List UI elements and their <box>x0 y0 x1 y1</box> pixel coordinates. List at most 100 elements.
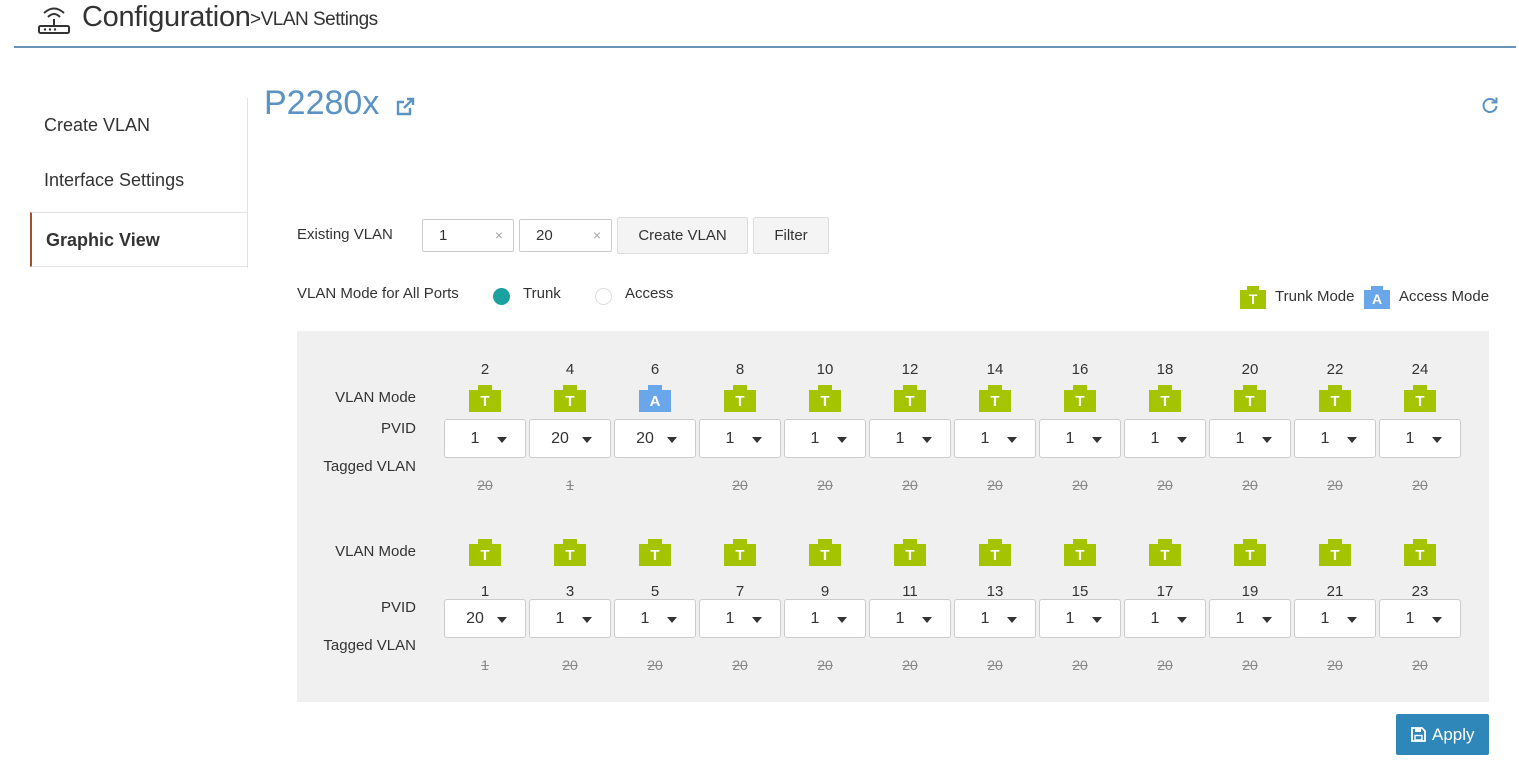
sidebar-item-create-vlan[interactable]: Create VLAN <box>44 115 151 135</box>
pvid-select[interactable]: 1 <box>869 419 951 458</box>
pvid-select[interactable]: 1 <box>784 419 866 458</box>
trunk-port-icon[interactable]: T <box>1319 539 1351 566</box>
pvid-select[interactable]: 1 <box>954 599 1036 638</box>
caret-down-icon <box>582 617 592 623</box>
port-number: 18 <box>1156 361 1174 378</box>
pvid-value: 1 <box>810 610 820 627</box>
access-port-icon[interactable]: A <box>639 385 671 412</box>
svg-text:T: T <box>1415 547 1424 564</box>
trunk-port-icon[interactable]: T <box>894 385 926 412</box>
access-radio[interactable] <box>595 288 612 305</box>
port-number: 20 <box>1241 361 1259 378</box>
trunk-port-icon[interactable]: T <box>469 385 501 412</box>
filter-button[interactable]: Filter <box>753 217 829 254</box>
port-number: 14 <box>986 361 1004 378</box>
apply-button[interactable]: Apply <box>1396 714 1489 755</box>
vlan-tag-input[interactable]: 20 × <box>519 219 612 252</box>
pvid-select[interactable]: 1 <box>699 599 781 638</box>
trunk-port-icon[interactable]: T <box>639 539 671 566</box>
pvid-value: 20 <box>466 610 484 627</box>
caret-down-icon <box>1262 437 1272 443</box>
svg-text:T: T <box>480 547 489 564</box>
pvid-select[interactable]: 1 <box>1039 419 1121 458</box>
trunk-port-icon[interactable]: T <box>1234 385 1266 412</box>
row-label-tagged-vlan: Tagged VLAN <box>323 637 416 654</box>
pvid-select[interactable]: 20 <box>444 599 526 638</box>
pvid-select[interactable]: 1 <box>1379 599 1461 638</box>
trunk-radio-label[interactable]: Trunk <box>523 285 561 302</box>
trunk-port-icon[interactable]: T <box>554 539 586 566</box>
vlan-tag-input[interactable]: 1 × <box>422 219 514 252</box>
pvid-select[interactable]: 1 <box>699 419 781 458</box>
pvid-select[interactable]: 1 <box>869 599 951 638</box>
trunk-port-icon[interactable]: T <box>1234 539 1266 566</box>
trunk-port-icon[interactable]: T <box>1404 539 1436 566</box>
trunk-mode-icon: T <box>1240 286 1266 309</box>
clear-icon[interactable]: × <box>494 227 503 243</box>
pvid-select[interactable]: 1 <box>529 599 611 638</box>
row-label-pvid: PVID <box>380 599 416 616</box>
trunk-port-icon[interactable]: T <box>1149 539 1181 566</box>
breadcrumb: >VLAN Settings <box>250 9 378 30</box>
pvid-select[interactable]: 1 <box>1039 599 1121 638</box>
tagged-vlan: 20 <box>1327 477 1343 493</box>
pvid-select[interactable]: 1 <box>444 419 526 458</box>
trunk-port-icon[interactable]: T <box>469 539 501 566</box>
caret-down-icon <box>752 617 762 623</box>
pvid-select[interactable]: 1 <box>1209 419 1291 458</box>
pvid-value: 1 <box>725 610 735 627</box>
pvid-select[interactable]: 1 <box>1124 419 1206 458</box>
caret-down-icon <box>752 437 762 443</box>
trunk-port-icon[interactable]: T <box>979 539 1011 566</box>
port-number: 16 <box>1071 361 1089 378</box>
external-link-icon[interactable] <box>394 96 416 118</box>
trunk-port-icon[interactable]: T <box>894 539 926 566</box>
pvid-select[interactable]: 1 <box>1379 419 1461 458</box>
port-number: 11 <box>902 583 918 600</box>
port-number: 12 <box>901 361 919 378</box>
trunk-port-icon[interactable]: T <box>724 385 756 412</box>
pvid-select[interactable]: 20 <box>614 419 696 458</box>
trunk-port-icon[interactable]: T <box>1064 385 1096 412</box>
port-number: 6 <box>650 361 660 378</box>
trunk-port-icon[interactable]: T <box>1064 539 1096 566</box>
caret-down-icon <box>837 437 847 443</box>
caret-down-icon <box>1007 437 1017 443</box>
caret-down-icon <box>837 617 847 623</box>
sidebar-item-interface-settings[interactable]: Interface Settings <box>44 170 185 190</box>
pvid-value: 1 <box>1320 430 1330 447</box>
svg-text:T: T <box>990 393 999 410</box>
caret-down-icon <box>1432 617 1442 623</box>
pvid-select[interactable]: 1 <box>784 599 866 638</box>
tagged-vlan: 20 <box>987 657 1003 673</box>
pvid-select[interactable]: 1 <box>1124 599 1206 638</box>
tagged-vlan: 1 <box>566 477 574 493</box>
pvid-select[interactable]: 1 <box>954 419 1036 458</box>
pvid-value: 1 <box>555 610 565 627</box>
trunk-port-icon[interactable]: T <box>809 385 841 412</box>
pvid-select[interactable]: 1 <box>1209 599 1291 638</box>
pvid-value: 1 <box>1150 610 1160 627</box>
pvid-select[interactable]: 1 <box>614 599 696 638</box>
sidebar-item-graphic-view[interactable]: Graphic View <box>30 212 248 267</box>
caret-down-icon <box>582 437 592 443</box>
access-radio-label[interactable]: Access <box>625 285 674 302</box>
pvid-select[interactable]: 1 <box>1294 419 1376 458</box>
caret-down-icon <box>667 617 677 623</box>
trunk-port-icon[interactable]: T <box>554 385 586 412</box>
trunk-port-icon[interactable]: T <box>1404 385 1436 412</box>
trunk-port-icon[interactable]: T <box>1319 385 1351 412</box>
pvid-select[interactable]: 1 <box>1294 599 1376 638</box>
pvid-value: 1 <box>1320 610 1330 627</box>
refresh-icon[interactable] <box>1480 95 1500 115</box>
trunk-port-icon[interactable]: T <box>979 385 1011 412</box>
trunk-radio[interactable] <box>493 288 510 305</box>
pvid-select[interactable]: 20 <box>529 419 611 458</box>
trunk-port-icon[interactable]: T <box>1149 385 1181 412</box>
clear-icon[interactable]: × <box>592 227 601 243</box>
create-vlan-button[interactable]: Create VLAN <box>617 217 748 254</box>
trunk-port-icon[interactable]: T <box>809 539 841 566</box>
svg-text:T: T <box>1245 547 1254 564</box>
pvid-value: 1 <box>640 610 650 627</box>
trunk-port-icon[interactable]: T <box>724 539 756 566</box>
